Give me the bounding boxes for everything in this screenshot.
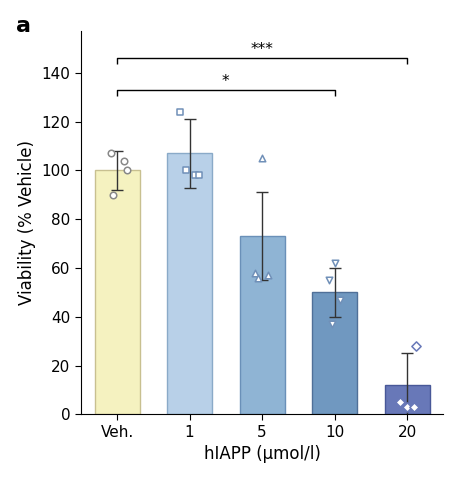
Point (251, 269, 258, 277)
Point (411, 342, 419, 350)
Bar (167, 154, 212, 414)
Point (395, 398, 403, 406)
Point (328, 320, 336, 328)
Point (182, 167, 189, 174)
Point (176, 108, 184, 116)
Point (123, 167, 131, 174)
Point (330, 259, 337, 267)
Point (410, 403, 417, 411)
Text: *: * (222, 74, 229, 89)
Point (110, 191, 117, 199)
Text: a: a (16, 16, 30, 36)
Bar (95, 170, 139, 414)
Point (325, 276, 332, 284)
Bar (384, 385, 429, 414)
Point (191, 171, 199, 179)
Point (254, 274, 262, 282)
Bar (311, 292, 356, 414)
Point (336, 296, 343, 303)
X-axis label: hIAPP (μmol/l): hIAPP (μmol/l) (203, 445, 320, 463)
Bar (239, 236, 284, 414)
Point (263, 272, 271, 279)
Point (107, 150, 115, 157)
Point (258, 155, 265, 162)
Point (120, 157, 128, 165)
Point (403, 403, 410, 411)
Y-axis label: Viability (% Vehicle): Viability (% Vehicle) (18, 141, 36, 305)
Text: ***: *** (250, 42, 273, 57)
Point (195, 171, 202, 179)
